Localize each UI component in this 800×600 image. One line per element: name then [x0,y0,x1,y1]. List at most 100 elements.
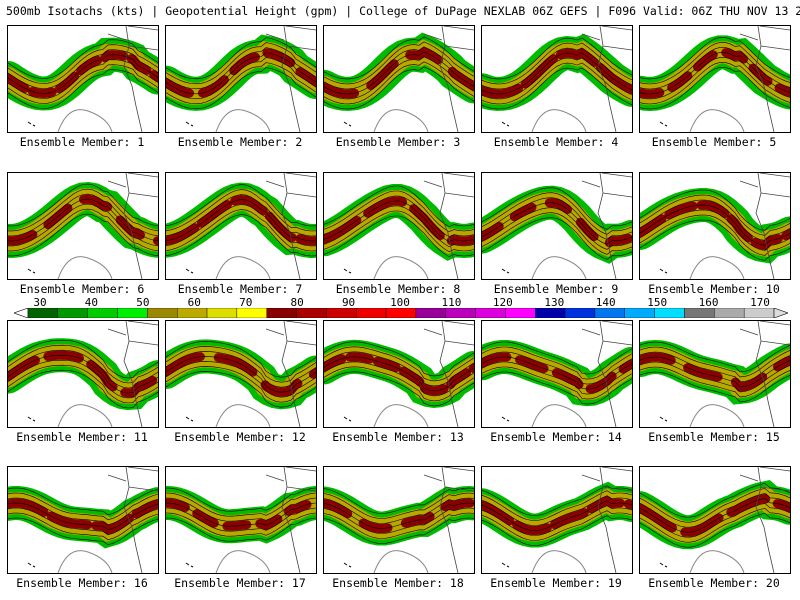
jet-map [640,321,790,427]
coastline [265,321,316,427]
height-contour-low [215,256,271,279]
islands [659,268,668,274]
height-contour [640,214,790,256]
jet-map [324,321,474,427]
height-contour [8,497,158,526]
height-contour [324,492,474,519]
height-contour [8,188,158,232]
islands [343,121,352,127]
height-contour [324,361,474,397]
height-contour [8,369,158,409]
jet-map [324,173,474,279]
height-contour [640,57,790,100]
height-contour [8,39,158,79]
height-contour [482,192,632,235]
height-contour [324,502,474,529]
height-contour-low [215,109,271,132]
colorbar-tick-label: 90 [341,296,356,309]
height-contour [8,354,158,394]
islands [659,562,668,568]
height-contour [324,487,474,514]
height-contour [482,346,632,380]
height-contour [482,515,632,546]
height-contour [166,371,316,408]
member-caption: Ensemble Member: 10 [648,282,780,296]
height-contour [324,56,474,100]
jet-map [166,321,316,427]
colorbar-segment [356,308,387,318]
height-contour [166,42,316,85]
islands [185,562,194,568]
ensemble-panel [481,466,633,574]
member-caption: Ensemble Member: 9 [493,282,619,296]
colorbar-tick-label: 120 [492,296,513,309]
height-contour [640,513,790,548]
colorbar-tick-label: 170 [750,296,770,309]
height-contour [640,361,790,393]
member-caption: Ensemble Member: 14 [490,430,622,444]
jet-map [482,321,632,427]
islands [27,416,36,422]
coastline [423,26,474,132]
colorbar-segment [475,308,506,318]
colorbar-segment [714,308,745,318]
jet-map [166,173,316,279]
height-contour [324,351,474,387]
height-contour [8,487,158,516]
height-contour [482,207,632,250]
height-contour [324,497,474,524]
height-contour-low [373,256,429,279]
height-contour [166,47,316,90]
colorbar-segment [535,308,566,318]
page-title: 500mb Isotachs (kts) | Geopotential Heig… [6,4,800,18]
height-contour [166,361,316,398]
height-contour [166,189,316,232]
height-contour [640,199,790,241]
height-contour [324,371,474,407]
colorbar-segment [505,308,536,318]
height-contour [166,194,316,237]
height-contour [482,371,632,405]
colorbar-segment [236,308,267,318]
height-contour [640,189,790,231]
height-contour [166,366,316,403]
member-caption: Ensemble Member: 18 [332,576,464,590]
height-contour [8,69,158,109]
height-contour-low [689,404,745,427]
height-contour [8,59,158,99]
height-contour [166,204,316,247]
height-contour-low [689,109,745,132]
height-contour [8,198,158,242]
member-caption: Ensemble Member: 4 [493,135,619,149]
height-contour [324,215,474,258]
height-contour [482,495,632,526]
height-contour [8,208,158,252]
ensemble-panel [7,320,159,428]
height-contour [640,42,790,85]
height-contour [166,52,316,95]
height-contour-low [689,256,745,279]
colorbar-tick-label: 80 [290,296,304,309]
height-contour [640,508,790,543]
colorbar-segment [415,308,446,318]
colorbar-segment [743,308,775,318]
islands [343,416,352,422]
member-caption: Ensemble Member: 19 [490,576,622,590]
height-contour [324,66,474,110]
height-contour [166,497,316,522]
islands [343,562,352,568]
colorbar-segment [684,308,715,318]
coastline [265,26,316,132]
height-contour [640,67,790,110]
height-contour [324,51,474,95]
height-contour-low [215,550,271,573]
colorbar-tick-label: 110 [441,296,462,309]
height-contour [8,193,158,237]
colorbar-tick-label: 30 [33,296,47,309]
height-contour-low [57,256,113,279]
islands [659,416,668,422]
height-contour [640,503,790,538]
height-contour [482,485,632,516]
height-contour [166,57,316,100]
height-contour-low [373,109,429,132]
